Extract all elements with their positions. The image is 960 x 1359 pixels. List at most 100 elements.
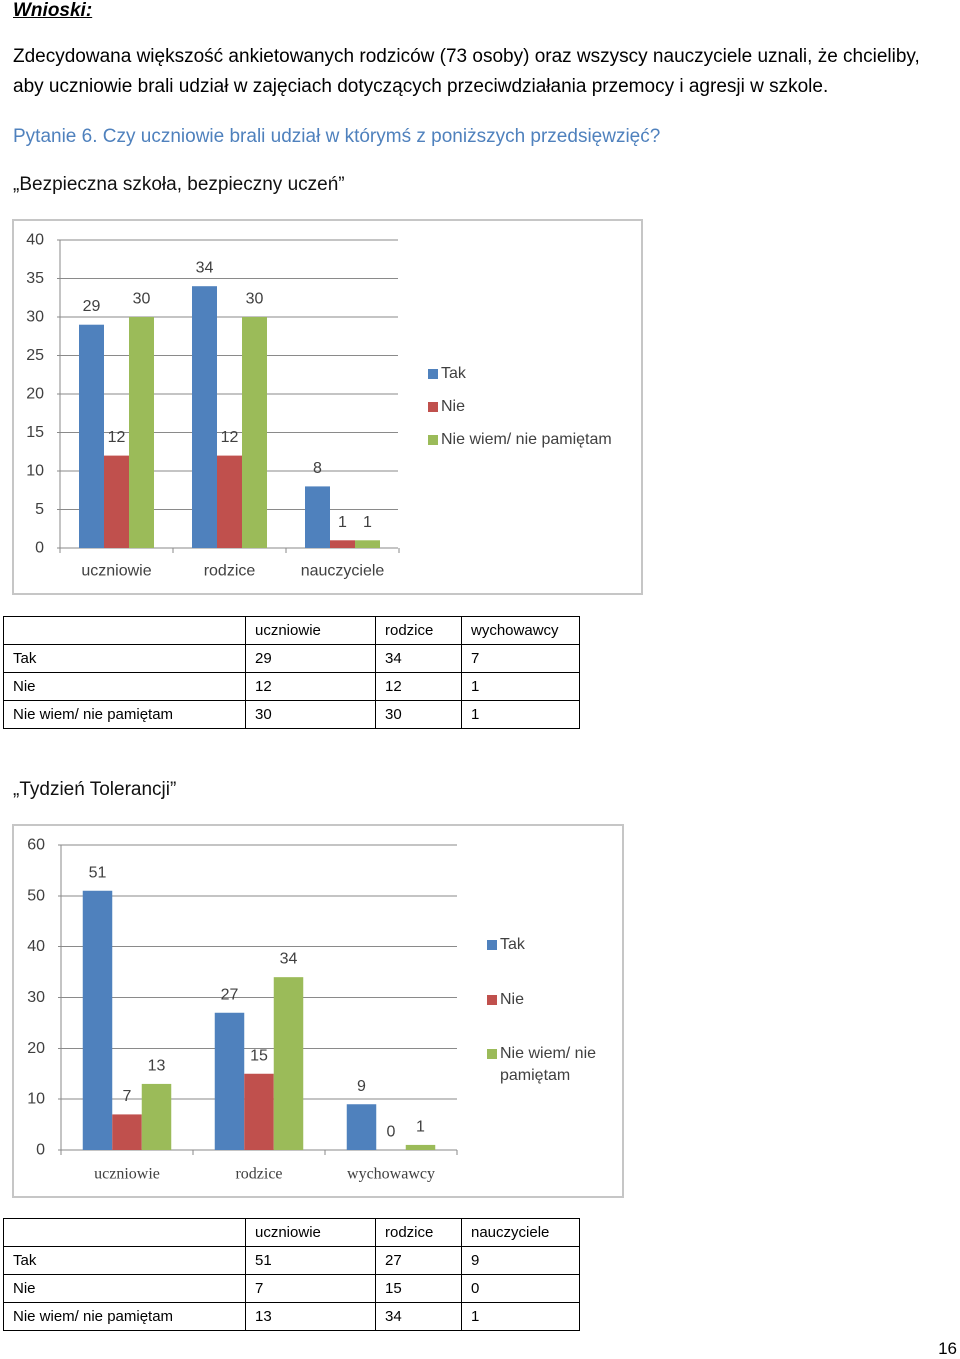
table-row: Nie wiem/ nie pamiętam 30 30 1 (3, 700, 580, 729)
row-label: Tak (3, 644, 246, 673)
bar-nie-rodzice (244, 1073, 274, 1150)
y-tick-label: 30 (26, 309, 44, 326)
conclusions-heading: Wnioski: (13, 0, 93, 21)
bar-nie-uczniowie (104, 455, 129, 548)
data-label-nie-uczniowie: 12 (108, 429, 126, 446)
row-label: Tak (3, 1246, 246, 1275)
table-header-row: uczniowie rodzice nauczyciele (3, 1218, 580, 1247)
data-label-tak-rodzice: 34 (196, 260, 214, 277)
data-label-tak-uczniowie: 29 (83, 298, 101, 315)
legend-swatch-tak (428, 369, 438, 379)
table-cell: 1 (461, 1302, 580, 1331)
bar-nie-wiem-nauczyciele (355, 540, 380, 548)
table-cell: 12 (375, 672, 462, 701)
y-tick-label: 25 (26, 347, 44, 364)
data-label-tak-uczniowie: 51 (89, 864, 107, 881)
y-tick-label: 10 (27, 1091, 45, 1108)
data-label-nie-wiem-wychowawcy: 1 (416, 1118, 425, 1135)
table-corner-cell (3, 1218, 246, 1247)
bar-nie-wiem-rodzice (273, 977, 304, 1150)
table-row: Tak 51 27 9 (3, 1246, 580, 1275)
column-header: wychowawcy (461, 616, 580, 645)
bar-nie-wiem-uczniowie (129, 317, 154, 548)
data-label-nie-rodzice: 15 (250, 1047, 268, 1064)
question-text: Pytanie 6. Czy uczniowie brali udział w … (13, 126, 661, 147)
legend-label-nie-wiem: Nie wiem/ nie pamiętam (500, 1045, 597, 1084)
chart-tydzien-tolerancji: 0 10 20 30 40 50 60 51 7 13 uczniowie 27 15 34 rodzice… (12, 824, 624, 1198)
table-cell: 30 (375, 700, 462, 729)
bar-chart-plot: 010203040506051713uczniowie271534rodzice… (27, 837, 458, 1183)
y-tick-label: 0 (36, 1142, 45, 1159)
bar-nie-wiem-wychowawcy (405, 1144, 436, 1150)
y-tick-label: 40 (27, 938, 45, 955)
data-label-tak-nauczyciele: 8 (313, 460, 322, 477)
bar-tak-nauczyciele (305, 486, 330, 548)
conclusion-line: aby uczniowie brali udział w zajęciach d… (13, 76, 829, 97)
y-tick-label: 0 (35, 540, 44, 557)
category-label-uczniowie: uczniowie (94, 1166, 160, 1183)
category-label-rodzice: rodzice (204, 563, 256, 580)
y-tick-label: 10 (26, 463, 44, 480)
legend-swatch-nie-wiem (428, 435, 438, 445)
bar-nie-rodzice (217, 455, 242, 548)
conclusion-line: Zdecydowana większość ankietowanych rodz… (13, 46, 920, 67)
data-label-nie-wiem-uczniowie: 13 (148, 1057, 166, 1074)
legend-item-nie-wiem: Nie wiem/ nie pamiętam (487, 1043, 618, 1087)
column-header: rodzice (375, 1218, 462, 1247)
conclusion-paragraph: Zdecydowana większość ankietowanych rodz… (13, 42, 920, 102)
category-label-rodzice: rodzice (235, 1166, 282, 1183)
bar-tak-uczniowie (82, 890, 113, 1150)
bar-tak-uczniowie (79, 324, 104, 548)
y-tick-label: 30 (27, 989, 45, 1006)
table-cell: 1 (461, 672, 580, 701)
table-cell: 13 (245, 1302, 376, 1331)
table-cell: 15 (375, 1274, 462, 1303)
column-header: nauczyciele (461, 1218, 580, 1247)
legend-label-tak: Tak (500, 936, 525, 953)
table-cell: 30 (245, 700, 376, 729)
table-cell: 29 (245, 644, 376, 673)
category-label-wychowawcy: wychowawcy (347, 1166, 435, 1183)
table-cell: 9 (461, 1246, 580, 1275)
legend-label-nie: Nie (500, 991, 525, 1008)
legend-swatch-tak (487, 940, 497, 950)
column-header: uczniowie (245, 616, 376, 645)
data-label-nie-uczniowie: 7 (123, 1088, 132, 1105)
legend-item-nie-wiem: Nie wiem/ nie pamiętam (428, 429, 612, 451)
table-cell: 12 (245, 672, 376, 701)
y-tick-label: 20 (27, 1040, 45, 1057)
data-label-tak-rodzice: 27 (221, 986, 239, 1003)
legend-item-nie: Nie (428, 396, 465, 418)
y-tick-label: 15 (26, 424, 44, 441)
legend-swatch-nie (428, 402, 438, 412)
data-label-nie-wiem-nauczyciele: 1 (363, 514, 372, 531)
row-label: Nie wiem/ nie pamiętam (3, 700, 246, 729)
data-label-nie-wiem-rodzice: 34 (280, 951, 298, 968)
legend-label-nie-wiem: Nie wiem/ nie pamiętam (441, 431, 612, 448)
table-corner-cell (3, 616, 246, 645)
column-header: uczniowie (245, 1218, 376, 1247)
table-cell: 34 (375, 1302, 462, 1331)
table-row: Nie 7 15 0 (3, 1274, 580, 1303)
results-table-tydzien-tolerancji: uczniowie rodzice nauczyciele Tak 51 27 … (3, 1218, 580, 1331)
table-header-row: uczniowie rodzice wychowawcy (3, 616, 580, 645)
section-title-bezpieczna-szkola: „Bezpieczna szkoła, bezpieczny uczeń” (13, 174, 345, 195)
data-label-nie-rodzice: 12 (221, 429, 239, 446)
y-tick-label: 60 (27, 837, 45, 854)
legend-swatch-nie (487, 995, 497, 1005)
page-number: 16 (938, 1339, 957, 1358)
y-tick-label: 40 (26, 232, 44, 249)
table-cell: 51 (245, 1246, 376, 1275)
row-label: Nie (3, 672, 246, 701)
legend-item-tak: Tak (428, 363, 466, 385)
data-label-tak-wychowawcy: 9 (357, 1078, 366, 1095)
bar-tak-rodzice (214, 1012, 245, 1150)
y-tick-label: 20 (26, 386, 44, 403)
y-tick-label: 5 (35, 501, 44, 518)
table-cell: 34 (375, 644, 462, 673)
y-tick-label: 35 (26, 270, 44, 287)
legend-label-nie: Nie (441, 398, 466, 415)
table-cell: 27 (375, 1246, 462, 1275)
table-row: Tak 29 34 7 (3, 644, 580, 673)
row-label: Nie (3, 1274, 246, 1303)
